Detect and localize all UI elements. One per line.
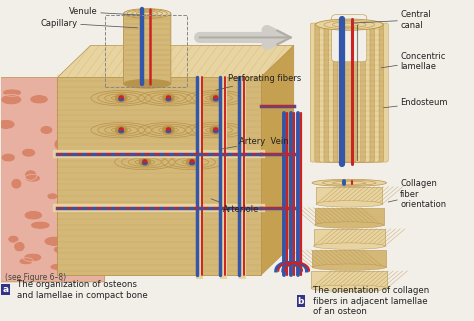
Circle shape [119,96,123,99]
Ellipse shape [45,237,64,245]
Text: (see Figure 6–8): (see Figure 6–8) [5,273,66,282]
Polygon shape [57,77,261,275]
Ellipse shape [26,171,36,179]
Ellipse shape [32,222,49,228]
Text: Concentric
lamellae: Concentric lamellae [381,52,446,71]
FancyBboxPatch shape [311,271,387,288]
Circle shape [210,126,221,134]
Polygon shape [261,46,294,275]
Ellipse shape [9,236,18,242]
FancyBboxPatch shape [333,23,365,162]
Ellipse shape [2,96,20,104]
Polygon shape [57,46,294,77]
Circle shape [190,161,194,165]
Circle shape [119,129,124,133]
Circle shape [116,126,127,134]
Ellipse shape [75,233,85,239]
Circle shape [166,96,170,99]
Circle shape [166,129,171,133]
Ellipse shape [312,179,386,187]
Circle shape [213,129,218,133]
Text: Artery  Vein: Artery Vein [220,137,289,149]
Ellipse shape [55,247,66,253]
Text: The orientation of collagen
fibers in adjacent lamellae
of an osteon: The orientation of collagen fibers in ad… [313,286,429,316]
Ellipse shape [15,242,24,251]
Circle shape [190,160,194,162]
Ellipse shape [124,9,171,18]
Ellipse shape [65,168,82,175]
Ellipse shape [80,184,90,192]
FancyBboxPatch shape [124,13,171,84]
Text: Arteriole: Arteriole [211,199,259,214]
FancyBboxPatch shape [319,23,379,162]
Circle shape [213,98,218,101]
Text: Perforating fibers: Perforating fibers [216,74,301,90]
Ellipse shape [316,19,383,30]
Text: Collagen
fiber
orientation: Collagen fiber orientation [388,179,446,209]
Ellipse shape [55,140,64,149]
Ellipse shape [69,259,81,265]
Ellipse shape [41,126,52,134]
Circle shape [139,158,151,166]
Ellipse shape [4,90,20,95]
Circle shape [186,158,198,166]
Ellipse shape [25,212,41,219]
Text: Capillary: Capillary [41,19,138,28]
Ellipse shape [82,122,96,130]
FancyBboxPatch shape [315,208,383,225]
FancyBboxPatch shape [310,23,388,162]
Ellipse shape [12,179,21,188]
Ellipse shape [51,264,66,270]
FancyBboxPatch shape [315,23,383,162]
Circle shape [214,96,218,99]
FancyBboxPatch shape [328,23,370,162]
Ellipse shape [26,175,39,181]
Circle shape [143,161,147,165]
Ellipse shape [48,194,57,199]
Ellipse shape [82,105,97,114]
FancyBboxPatch shape [324,23,374,162]
Circle shape [166,98,171,101]
Circle shape [119,128,123,130]
Circle shape [163,94,174,102]
Ellipse shape [20,258,32,264]
Text: The organization of osteons
and lamellae in compact bone: The organization of osteons and lamellae… [17,280,148,299]
Ellipse shape [2,154,14,161]
Ellipse shape [81,225,93,233]
Ellipse shape [31,96,47,103]
Ellipse shape [316,201,383,207]
Ellipse shape [77,158,89,162]
FancyBboxPatch shape [338,23,361,162]
Ellipse shape [0,120,14,128]
Circle shape [210,94,221,102]
Circle shape [163,126,174,134]
FancyBboxPatch shape [332,15,367,62]
Text: a: a [2,285,9,294]
Ellipse shape [23,149,35,156]
Circle shape [143,160,147,162]
Polygon shape [0,77,105,282]
Ellipse shape [312,264,386,270]
Ellipse shape [25,254,41,261]
FancyBboxPatch shape [312,250,386,267]
Text: Central
canal: Central canal [353,10,431,30]
Circle shape [116,94,127,102]
Ellipse shape [315,222,383,228]
Circle shape [119,98,124,101]
FancyBboxPatch shape [342,23,356,162]
FancyBboxPatch shape [316,187,383,204]
Circle shape [166,128,170,130]
Ellipse shape [311,285,387,291]
Circle shape [214,128,218,130]
Ellipse shape [314,243,385,249]
Ellipse shape [69,238,86,244]
FancyBboxPatch shape [314,229,385,246]
Text: Venule: Venule [69,7,140,16]
Ellipse shape [124,79,171,88]
Text: b: b [298,297,304,306]
Text: Endosteum: Endosteum [383,99,447,108]
